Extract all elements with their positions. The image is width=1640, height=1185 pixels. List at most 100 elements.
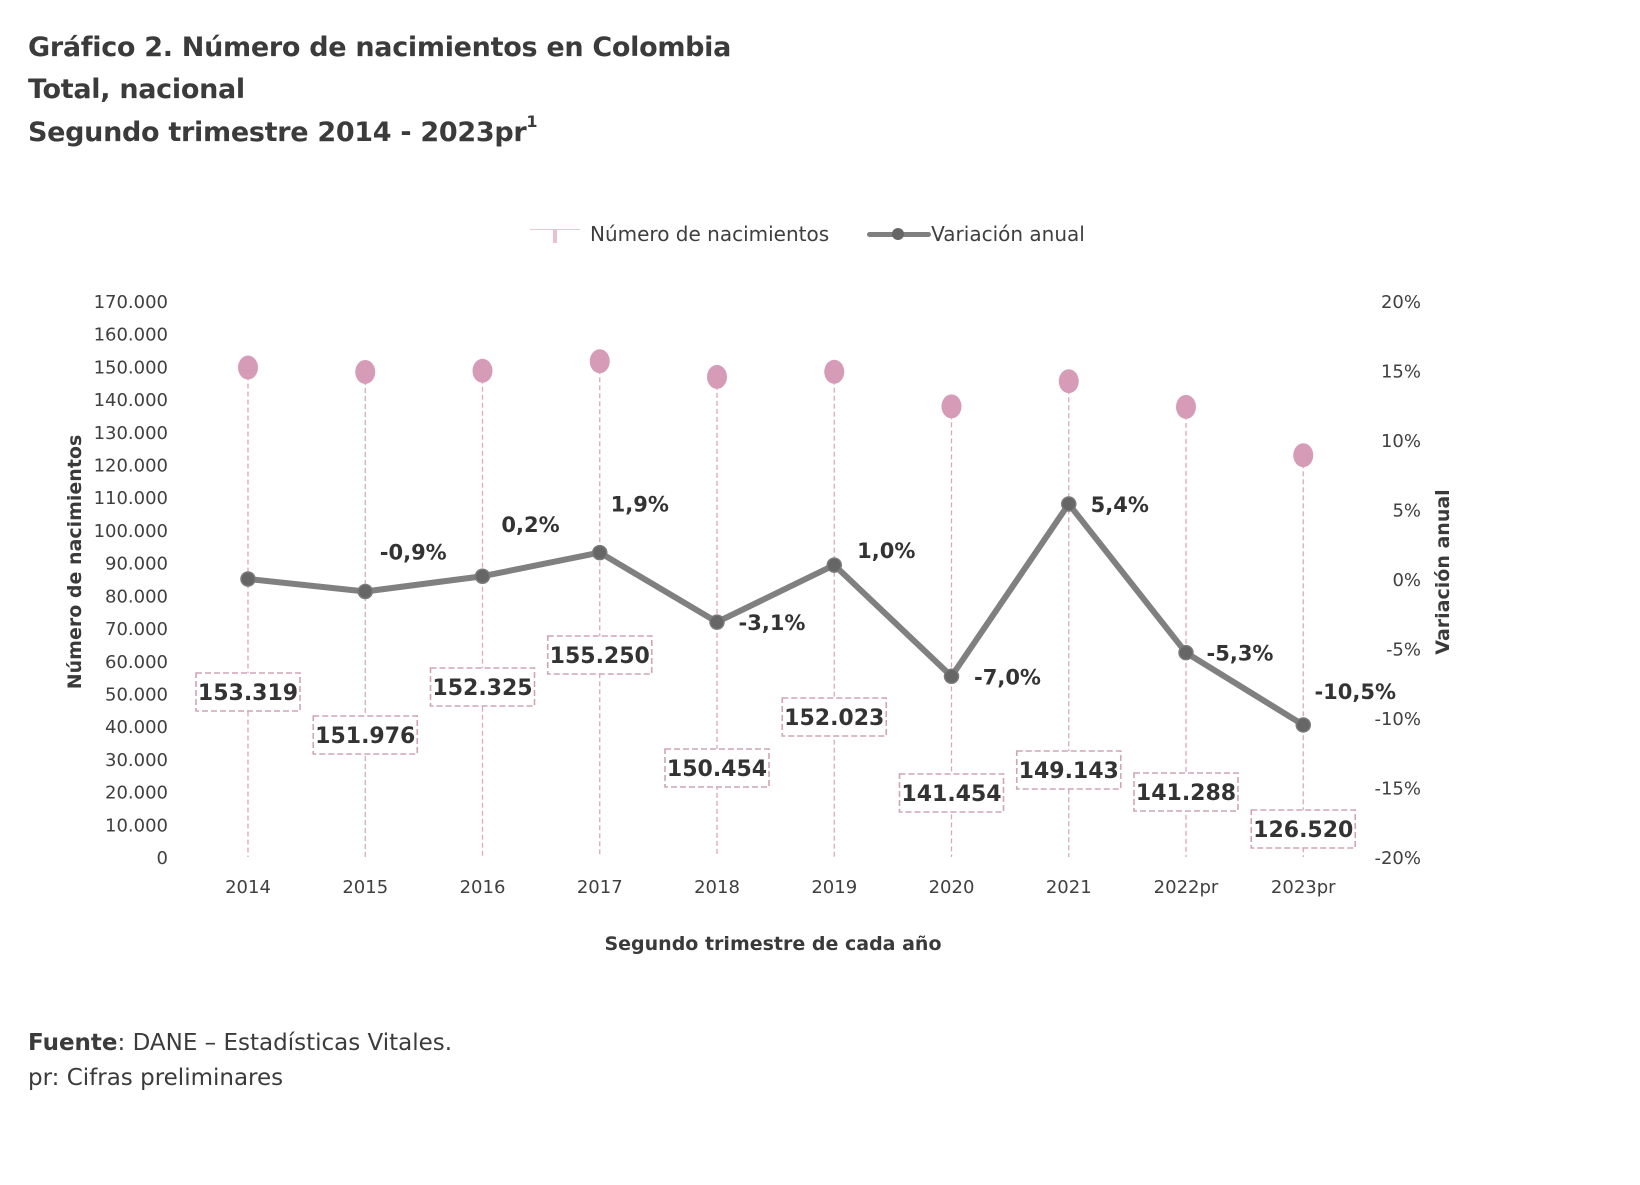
x-tick-label: 2019 bbox=[811, 877, 857, 898]
variation-marker bbox=[826, 557, 842, 573]
x-tick-label: 2017 bbox=[577, 877, 623, 898]
births-label-box bbox=[1133, 772, 1239, 812]
footnote-marker: 1 bbox=[526, 112, 538, 131]
chart-title: Gráfico 2. Número de nacimientos en Colo… bbox=[28, 32, 732, 63]
variation-marker bbox=[943, 668, 960, 685]
x-tick-label: 2014 bbox=[225, 877, 271, 898]
x-tick-label: 2015 bbox=[342, 877, 388, 898]
x-tick-label: 2016 bbox=[460, 877, 506, 898]
y2-tick-label: -20% bbox=[1374, 848, 1421, 869]
variation-data-label: -0,9% bbox=[380, 541, 447, 565]
y2-tick-label: 0% bbox=[1392, 570, 1421, 591]
variation-data-label: -7,0% bbox=[974, 665, 1041, 689]
y-tick-label: 140.000 bbox=[94, 390, 168, 411]
variation-marker bbox=[1295, 717, 1311, 733]
y-tick-label: 170.000 bbox=[94, 292, 168, 313]
births-data-label: 150.454 bbox=[667, 757, 767, 782]
line-marker-legend-icon bbox=[867, 223, 932, 245]
lollipop-dot bbox=[824, 359, 845, 384]
births-data-label: 155.250 bbox=[550, 644, 650, 669]
x-axis: 2014 2015 2016 2017 2018 2019 2020 2021 2022pr 20… bbox=[225, 877, 1336, 898]
y-tick-label: 150.000 bbox=[94, 357, 168, 378]
y2-tick-label: -5% bbox=[1386, 640, 1421, 661]
source-note: Fuente: DANE – Estadísticas Vitales. bbox=[28, 1030, 452, 1056]
y-tick-label: 160.000 bbox=[94, 325, 168, 346]
births-value-labels: 153.319 151.976 152.325 155.250 150.454 152.0… bbox=[195, 635, 1357, 849]
lollipop-dot bbox=[1058, 369, 1079, 394]
births-data-label: 153.319 bbox=[198, 681, 298, 706]
y-tick-label: 0 bbox=[157, 848, 168, 869]
variation-marker bbox=[1061, 496, 1077, 512]
source-text: : DANE – Estadísticas Vitales. bbox=[117, 1030, 453, 1056]
births-data-label: 141.288 bbox=[1136, 781, 1236, 806]
births-data-label: 126.520 bbox=[1253, 818, 1353, 843]
legend-item-variation: Variación anual bbox=[829, 222, 1085, 246]
legend-label-births: Número de nacimientos bbox=[590, 222, 830, 246]
legend-item-births: Número de nacimientos bbox=[530, 222, 829, 246]
variation-data-label: 5,4% bbox=[1091, 493, 1149, 517]
births-data-label: 152.325 bbox=[432, 676, 532, 701]
births-label-box bbox=[312, 715, 419, 755]
births-label-box bbox=[664, 748, 770, 788]
chart-subtitle-scope: Total, nacional bbox=[28, 74, 245, 105]
y-tick-label: 100.000 bbox=[94, 521, 168, 542]
births-data-label: 152.023 bbox=[784, 706, 884, 731]
births-data-label: 141.454 bbox=[901, 782, 1001, 807]
y2-tick-label: 5% bbox=[1392, 501, 1421, 522]
births-label-box bbox=[781, 697, 888, 737]
y-tick-label: 110.000 bbox=[94, 488, 168, 509]
births-data-label: 151.976 bbox=[315, 724, 415, 749]
lollipop-dot bbox=[238, 355, 258, 380]
births-label-box bbox=[1015, 750, 1122, 790]
y-tick-label: 90.000 bbox=[105, 554, 168, 575]
y-tick-label: 60.000 bbox=[105, 652, 168, 673]
y-tick-label: 10.000 bbox=[105, 815, 168, 836]
variation-marker bbox=[709, 614, 725, 630]
y-tick-label: 30.000 bbox=[105, 750, 168, 771]
source-label: Fuente bbox=[28, 1030, 118, 1056]
variation-data-label: 0,2% bbox=[501, 513, 559, 537]
y-axis-left: 0 10.000 20.000 30.000 40.000 50.000 60.000 70.… bbox=[94, 292, 168, 869]
lollipop-dot bbox=[1176, 394, 1196, 419]
variation-data-label: 1,0% bbox=[857, 539, 915, 563]
x-tick-label: 2022pr bbox=[1154, 877, 1219, 898]
y-tick-label: 130.000 bbox=[94, 423, 168, 444]
variation-marker bbox=[357, 583, 373, 600]
x-tick-label: 2021 bbox=[1046, 877, 1092, 898]
preliminary-note: pr: Cifras preliminares bbox=[28, 1065, 284, 1091]
y2-tick-label: 15% bbox=[1381, 362, 1421, 383]
variation-line bbox=[247, 500, 1305, 728]
x-tick-label: 2020 bbox=[929, 877, 975, 898]
y-tick-label: 20.000 bbox=[105, 783, 168, 804]
variation-marker bbox=[592, 544, 608, 561]
births-data-label: 149.143 bbox=[1019, 759, 1119, 784]
y-tick-label: 50.000 bbox=[105, 684, 168, 705]
y-axis-title: Número de nacimientos bbox=[64, 435, 86, 690]
legend-label-variation: Variación anual bbox=[931, 222, 1085, 246]
lollipop-dot bbox=[941, 394, 962, 419]
variation-marker bbox=[474, 568, 491, 584]
y-axis-right: -20% -15% -10% -5% 0% 5% 10% 15% 20% bbox=[1374, 292, 1421, 869]
variation-data-label: 1,9% bbox=[611, 493, 669, 517]
y-tick-label: 120.000 bbox=[94, 456, 168, 477]
period-text: Segundo trimestre 2014 - 2023pr bbox=[28, 117, 527, 148]
variation-data-label: -10,5% bbox=[1314, 680, 1396, 704]
variation-value-labels: -0,9% 0,2% 1,9% -3,1% 1,0% -7,0% 5,4% -5,3% -10,… bbox=[380, 493, 1396, 704]
lollipop-dot bbox=[707, 364, 727, 389]
y-tick-label: 40.000 bbox=[105, 717, 168, 738]
x-axis-title: Segundo trimestre de cada año bbox=[604, 933, 941, 955]
y-tick-label: 70.000 bbox=[105, 619, 168, 640]
births-label-box bbox=[1250, 809, 1357, 849]
chart-subtitle-period: Segundo trimestre 2014 - 2023pr1 bbox=[28, 112, 538, 148]
variation-data-label: -5,3% bbox=[1207, 642, 1274, 666]
lollipop-dot bbox=[472, 358, 493, 383]
y2-axis-title: Variación anual bbox=[1432, 489, 1454, 654]
lollipop-dot bbox=[589, 349, 610, 374]
y2-tick-label: -15% bbox=[1374, 779, 1421, 800]
variation-marker bbox=[1178, 644, 1194, 661]
lollipop-dots bbox=[238, 349, 1314, 468]
y2-tick-label: -10% bbox=[1374, 709, 1421, 730]
births-label-box bbox=[195, 672, 301, 712]
x-tick-label: 2023pr bbox=[1271, 877, 1336, 898]
